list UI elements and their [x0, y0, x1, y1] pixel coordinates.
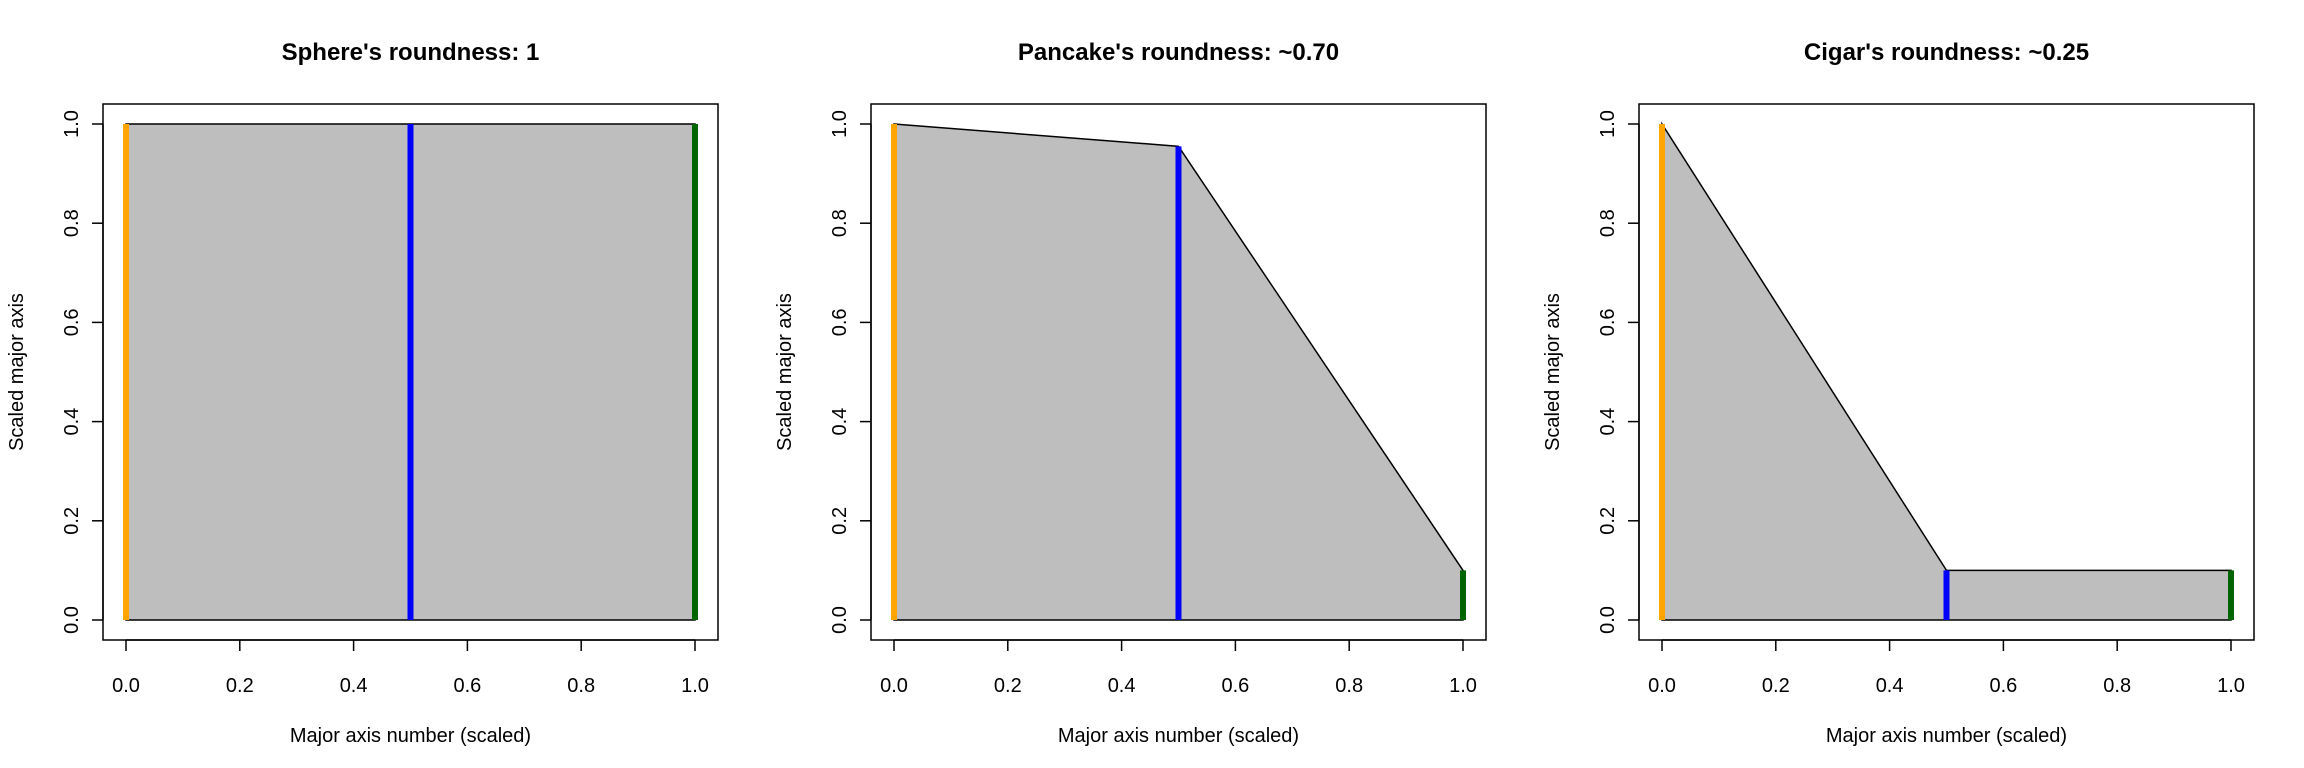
y-axis-label: Scaled major axis	[774, 293, 796, 451]
x-tick-label: 0.8	[1335, 675, 1363, 697]
y-tick-label: 0.4	[61, 408, 83, 436]
chart-title: Pancake's roundness: ~0.70	[1018, 39, 1339, 66]
y-tick-label: 0.4	[1597, 408, 1619, 436]
x-axis-label: Major axis number (scaled)	[290, 725, 531, 747]
y-axis-label: Scaled major axis	[6, 293, 28, 451]
x-tick-label: 1.0	[2217, 675, 2245, 697]
y-tick-label: 1.0	[61, 110, 83, 138]
x-tick-label: 0.0	[112, 675, 140, 697]
y-tick-label: 1.0	[1597, 110, 1619, 138]
x-tick-label: 0.4	[1876, 675, 1904, 697]
x-tick-label: 1.0	[681, 675, 709, 697]
x-tick-label: 0.4	[340, 675, 368, 697]
y-tick-label: 0.2	[1597, 507, 1619, 535]
x-tick-label: 0.6	[1221, 675, 1249, 697]
panel-3: 0.0 0.2 0.4 0.6 0.8 1.0 0.0 0.2 0.4 0.6 0.8 1.0 Ciga…	[1542, 39, 2255, 747]
y-tick-label: 0.0	[1597, 606, 1619, 634]
y-tick-label: 0.8	[61, 209, 83, 237]
y-tick-label: 0.2	[61, 507, 83, 535]
y-tick-label: 0.0	[829, 606, 851, 634]
y-axis-label: Scaled major axis	[1542, 293, 1564, 451]
y-tick-label: 0.6	[1597, 308, 1619, 336]
x-tick-label: 0.4	[1108, 675, 1136, 697]
y-tick-label: 0.0	[61, 606, 83, 634]
x-tick-label: 0.2	[994, 675, 1022, 697]
y-tick-label: 0.2	[829, 507, 851, 535]
y-tick-label: 0.8	[829, 209, 851, 237]
y-tick-label: 1.0	[829, 110, 851, 138]
panel-1: 0.0 0.2 0.4 0.6 0.8 1.0 0.0 0.2 0.4 0.6 0.8 1.0 Sphe…	[6, 39, 719, 747]
x-tick-label: 0.8	[2103, 675, 2131, 697]
x-axis-label: Major axis number (scaled)	[1058, 725, 1299, 747]
chart-title: Sphere's roundness: 1	[282, 39, 540, 66]
x-tick-label: 0.0	[880, 675, 908, 697]
chart-title: Cigar's roundness: ~0.25	[1804, 39, 2089, 66]
x-tick-label: 0.8	[567, 675, 595, 697]
x-tick-label: 0.2	[226, 675, 254, 697]
x-tick-label: 0.6	[453, 675, 481, 697]
y-tick-label: 0.6	[829, 308, 851, 336]
roundness-area	[1661, 121, 2232, 621]
x-tick-label: 0.6	[1989, 675, 2017, 697]
x-tick-label: 1.0	[1449, 675, 1477, 697]
y-tick-label: 0.8	[1597, 209, 1619, 237]
panel-2: 0.0 0.2 0.4 0.6 0.8 1.0 0.0 0.2 0.4 0.6 0.8 1.0 Panc…	[774, 39, 1487, 747]
x-tick-label: 0.2	[1762, 675, 1790, 697]
y-tick-label: 0.4	[829, 408, 851, 436]
y-tick-label: 0.6	[61, 308, 83, 336]
x-axis-label: Major axis number (scaled)	[1826, 725, 2067, 747]
x-tick-label: 0.0	[1648, 675, 1676, 697]
